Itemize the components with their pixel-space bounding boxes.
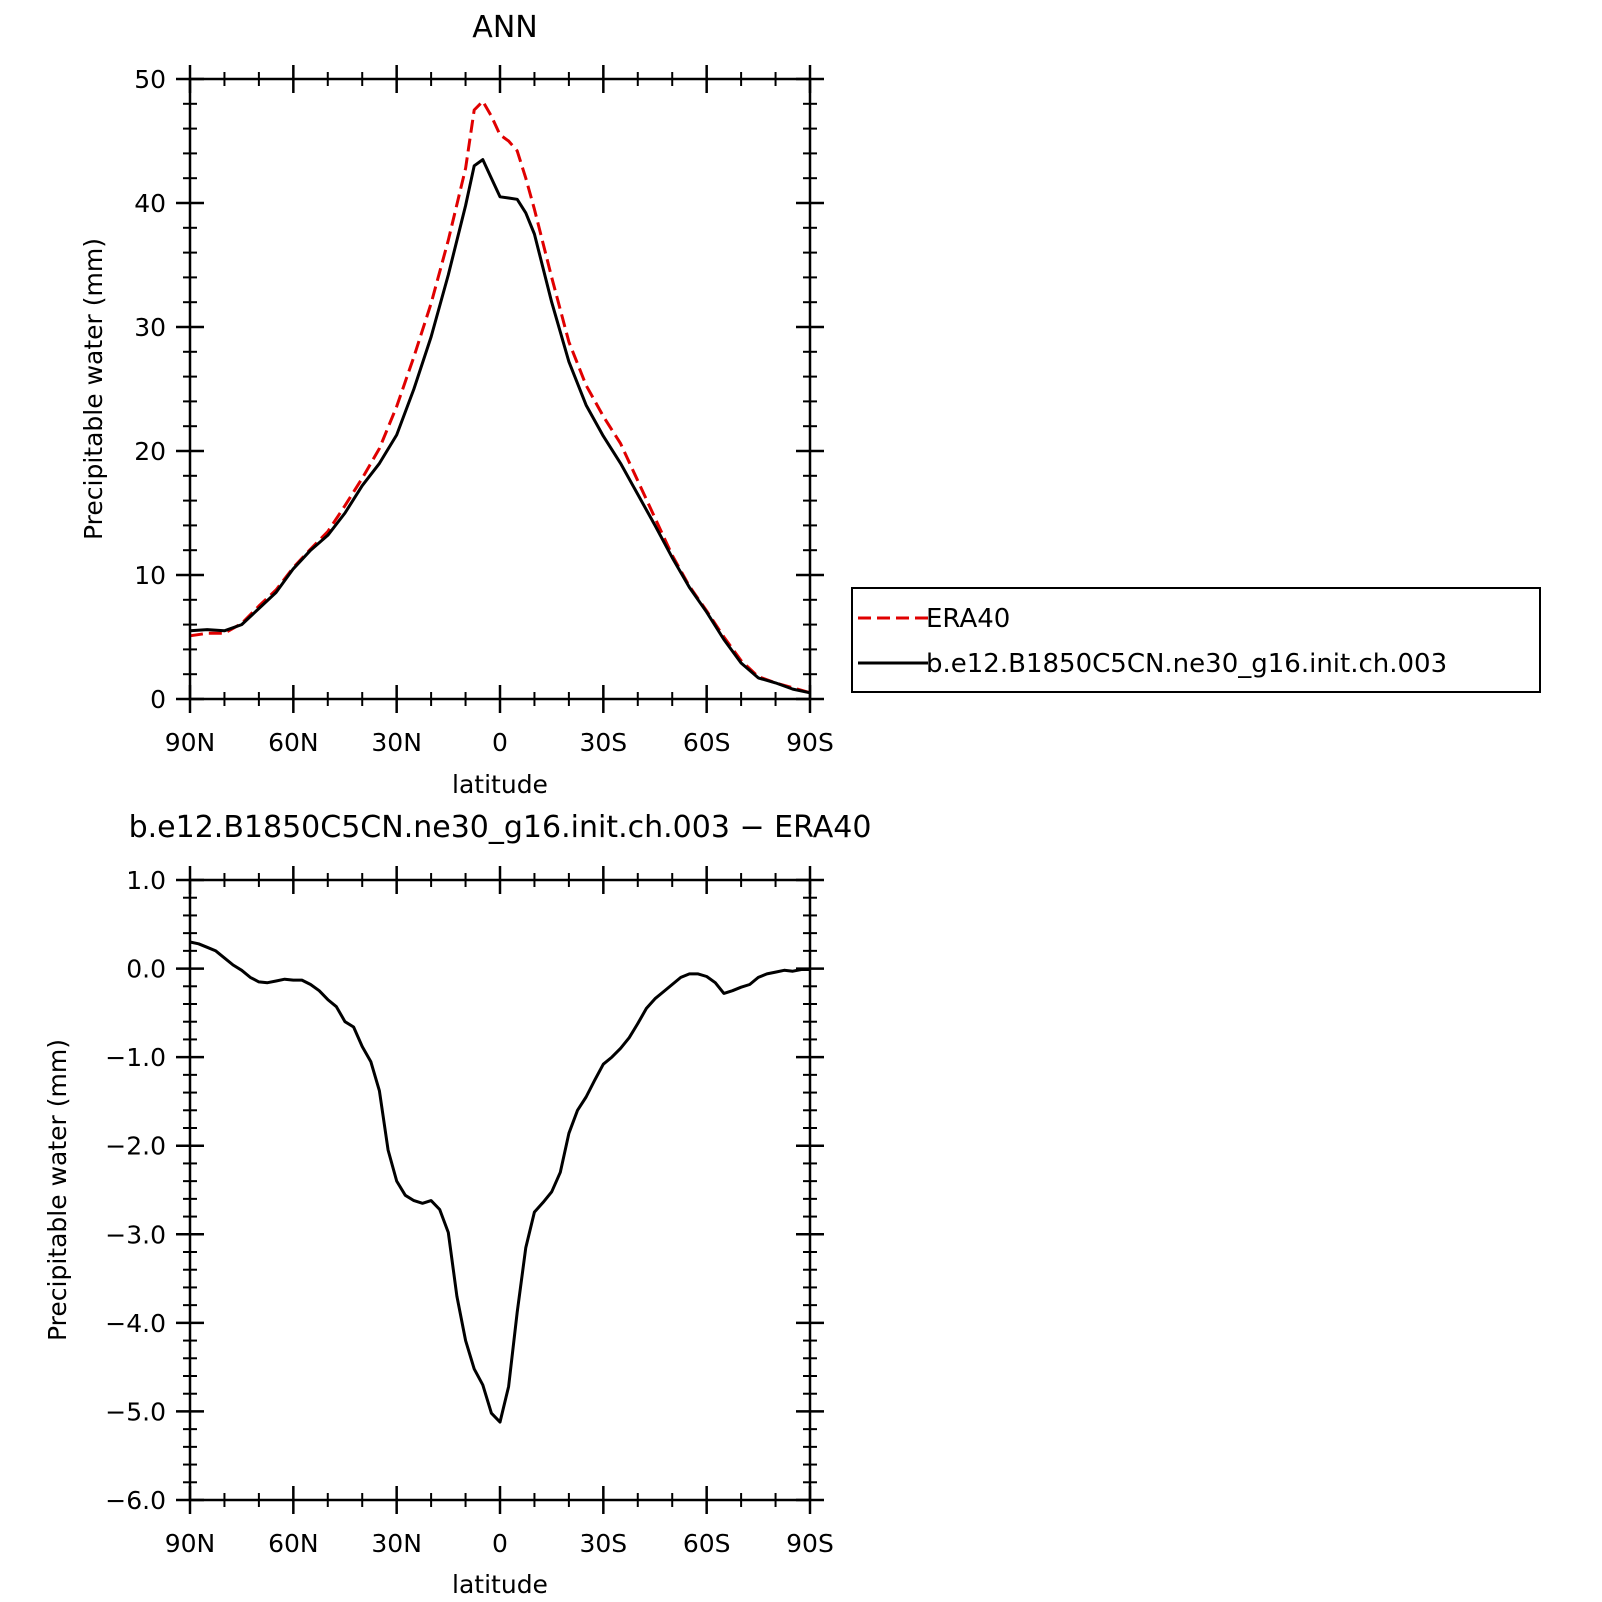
y-tick-label: 0 — [150, 685, 166, 714]
top-x-axis-label: latitude — [452, 770, 548, 799]
legend: ERA40 b.e12.B1850C5CN.ne30_g16.init.ch.0… — [851, 587, 1541, 693]
y-tick-label: −1.0 — [105, 1043, 166, 1072]
y-tick-label: −2.0 — [105, 1132, 166, 1161]
top-chart-panel: ANN 90N 60N 30N 0 30S 60S 90S 0 10 20 30 40 50 latit… — [79, 10, 1541, 799]
x-tick-label: 0 — [492, 1529, 508, 1558]
y-tick-label: −4.0 — [105, 1309, 166, 1338]
bottom-x-axis-label: latitude — [452, 1570, 548, 1599]
legend-frame — [851, 587, 1541, 693]
x-tick-label: 30S — [579, 728, 627, 757]
x-tick-label: 90S — [786, 1529, 834, 1558]
y-tick-label: −3.0 — [105, 1220, 166, 1249]
x-tick-label: 90S — [786, 728, 834, 757]
y-tick-label: −5.0 — [105, 1397, 166, 1426]
y-tick-label: 30 — [134, 313, 166, 342]
y-tick-label: 40 — [134, 189, 166, 218]
y-tick-label: 10 — [134, 561, 166, 590]
x-tick-label: 60N — [268, 728, 319, 757]
x-tick-label: 30N — [371, 1529, 422, 1558]
top-y-axis-label: Precipitable water (mm) — [79, 238, 108, 540]
y-tick-label: −6.0 — [105, 1486, 166, 1515]
x-tick-label: 90N — [165, 728, 216, 757]
x-tick-label: 60S — [683, 1529, 731, 1558]
bottom-chart-title: b.e12.B1850C5CN.ne30_g16.init.ch.003 − E… — [129, 810, 872, 845]
x-tick-label: 30N — [371, 728, 422, 757]
bot-series-line-0 — [189, 940, 810, 1424]
top-plot-frame — [188, 77, 812, 701]
legend-label-model: b.e12.B1850C5CN.ne30_g16.init.ch.003 — [926, 649, 1447, 679]
x-tick-label: 60S — [683, 728, 731, 757]
x-tick-label: 60N — [268, 1529, 319, 1558]
y-tick-label: 0.0 — [126, 955, 166, 984]
top-chart-title: ANN — [472, 10, 537, 45]
x-tick-label: 0 — [492, 728, 508, 757]
bottom-chart-panel: b.e12.B1850C5CN.ne30_g16.init.ch.003 − E… — [43, 810, 871, 1599]
y-tick-label: 20 — [134, 437, 166, 466]
top-series-line-0 — [189, 99, 811, 695]
bottom-plot-frame — [188, 878, 812, 1502]
x-tick-label: 30S — [579, 1529, 627, 1558]
y-tick-label: 1.0 — [126, 866, 166, 895]
bottom-y-axis-label: Precipitable water (mm) — [43, 1039, 72, 1341]
top-series-line-1 — [189, 158, 811, 695]
y-tick-label: 50 — [134, 65, 166, 94]
x-tick-label: 90N — [165, 1529, 216, 1558]
legend-label-era40: ERA40 — [926, 604, 1010, 634]
